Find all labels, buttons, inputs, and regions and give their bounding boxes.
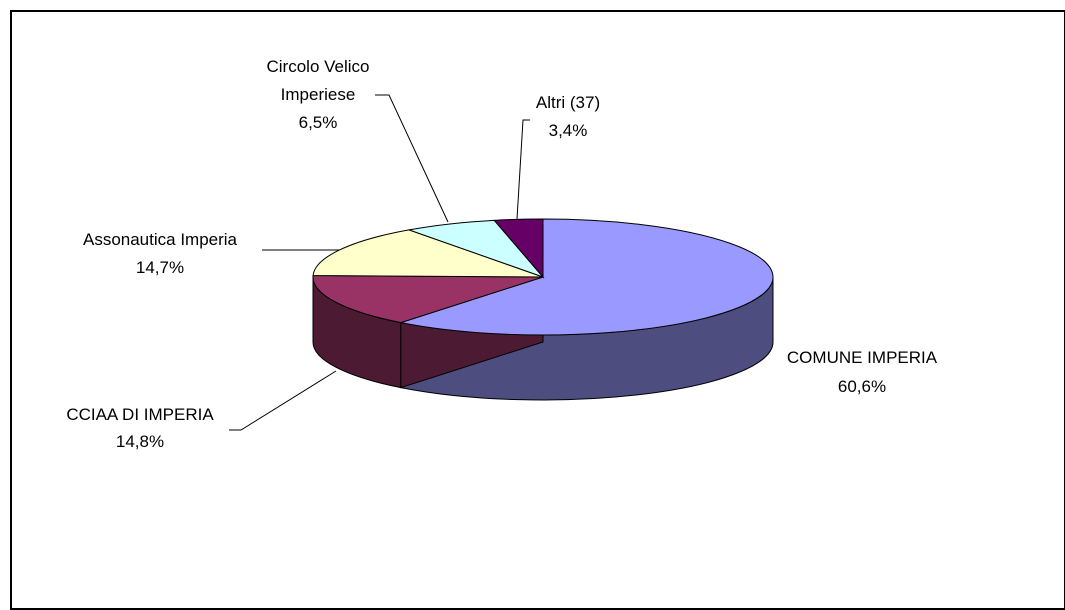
slice-label-name-0: COMUNE IMPERIA [787, 348, 938, 367]
slice-label-value-3: 6,5% [299, 113, 338, 132]
slice-label-name-2: Assonautica Imperia [83, 230, 238, 249]
pie-slice-1 [312, 275, 544, 324]
pie-top-layer [312, 218, 774, 336]
slice-label-value-2: 14,7% [136, 258, 184, 277]
pie-slice-0 [398, 218, 774, 336]
slice-label-value-4: 3,4% [549, 121, 588, 140]
pie-slice-4 [493, 218, 544, 279]
leader-line-2 [375, 94, 449, 223]
slice-label-name-3a: Circolo Velico [267, 57, 370, 76]
slice-label-name-3b: Imperiese [281, 85, 356, 104]
slice-label-name-1: CCIAA DI IMPERIA [66, 405, 214, 424]
slice-label-value-1: 14,8% [116, 432, 164, 451]
leader-line-0 [229, 370, 337, 431]
slice-label-value-0: 60,6% [838, 377, 886, 396]
slice-label-name-4: Altri (37) [536, 93, 600, 112]
leader-line-3 [516, 119, 530, 220]
leader-lines [229, 94, 530, 431]
